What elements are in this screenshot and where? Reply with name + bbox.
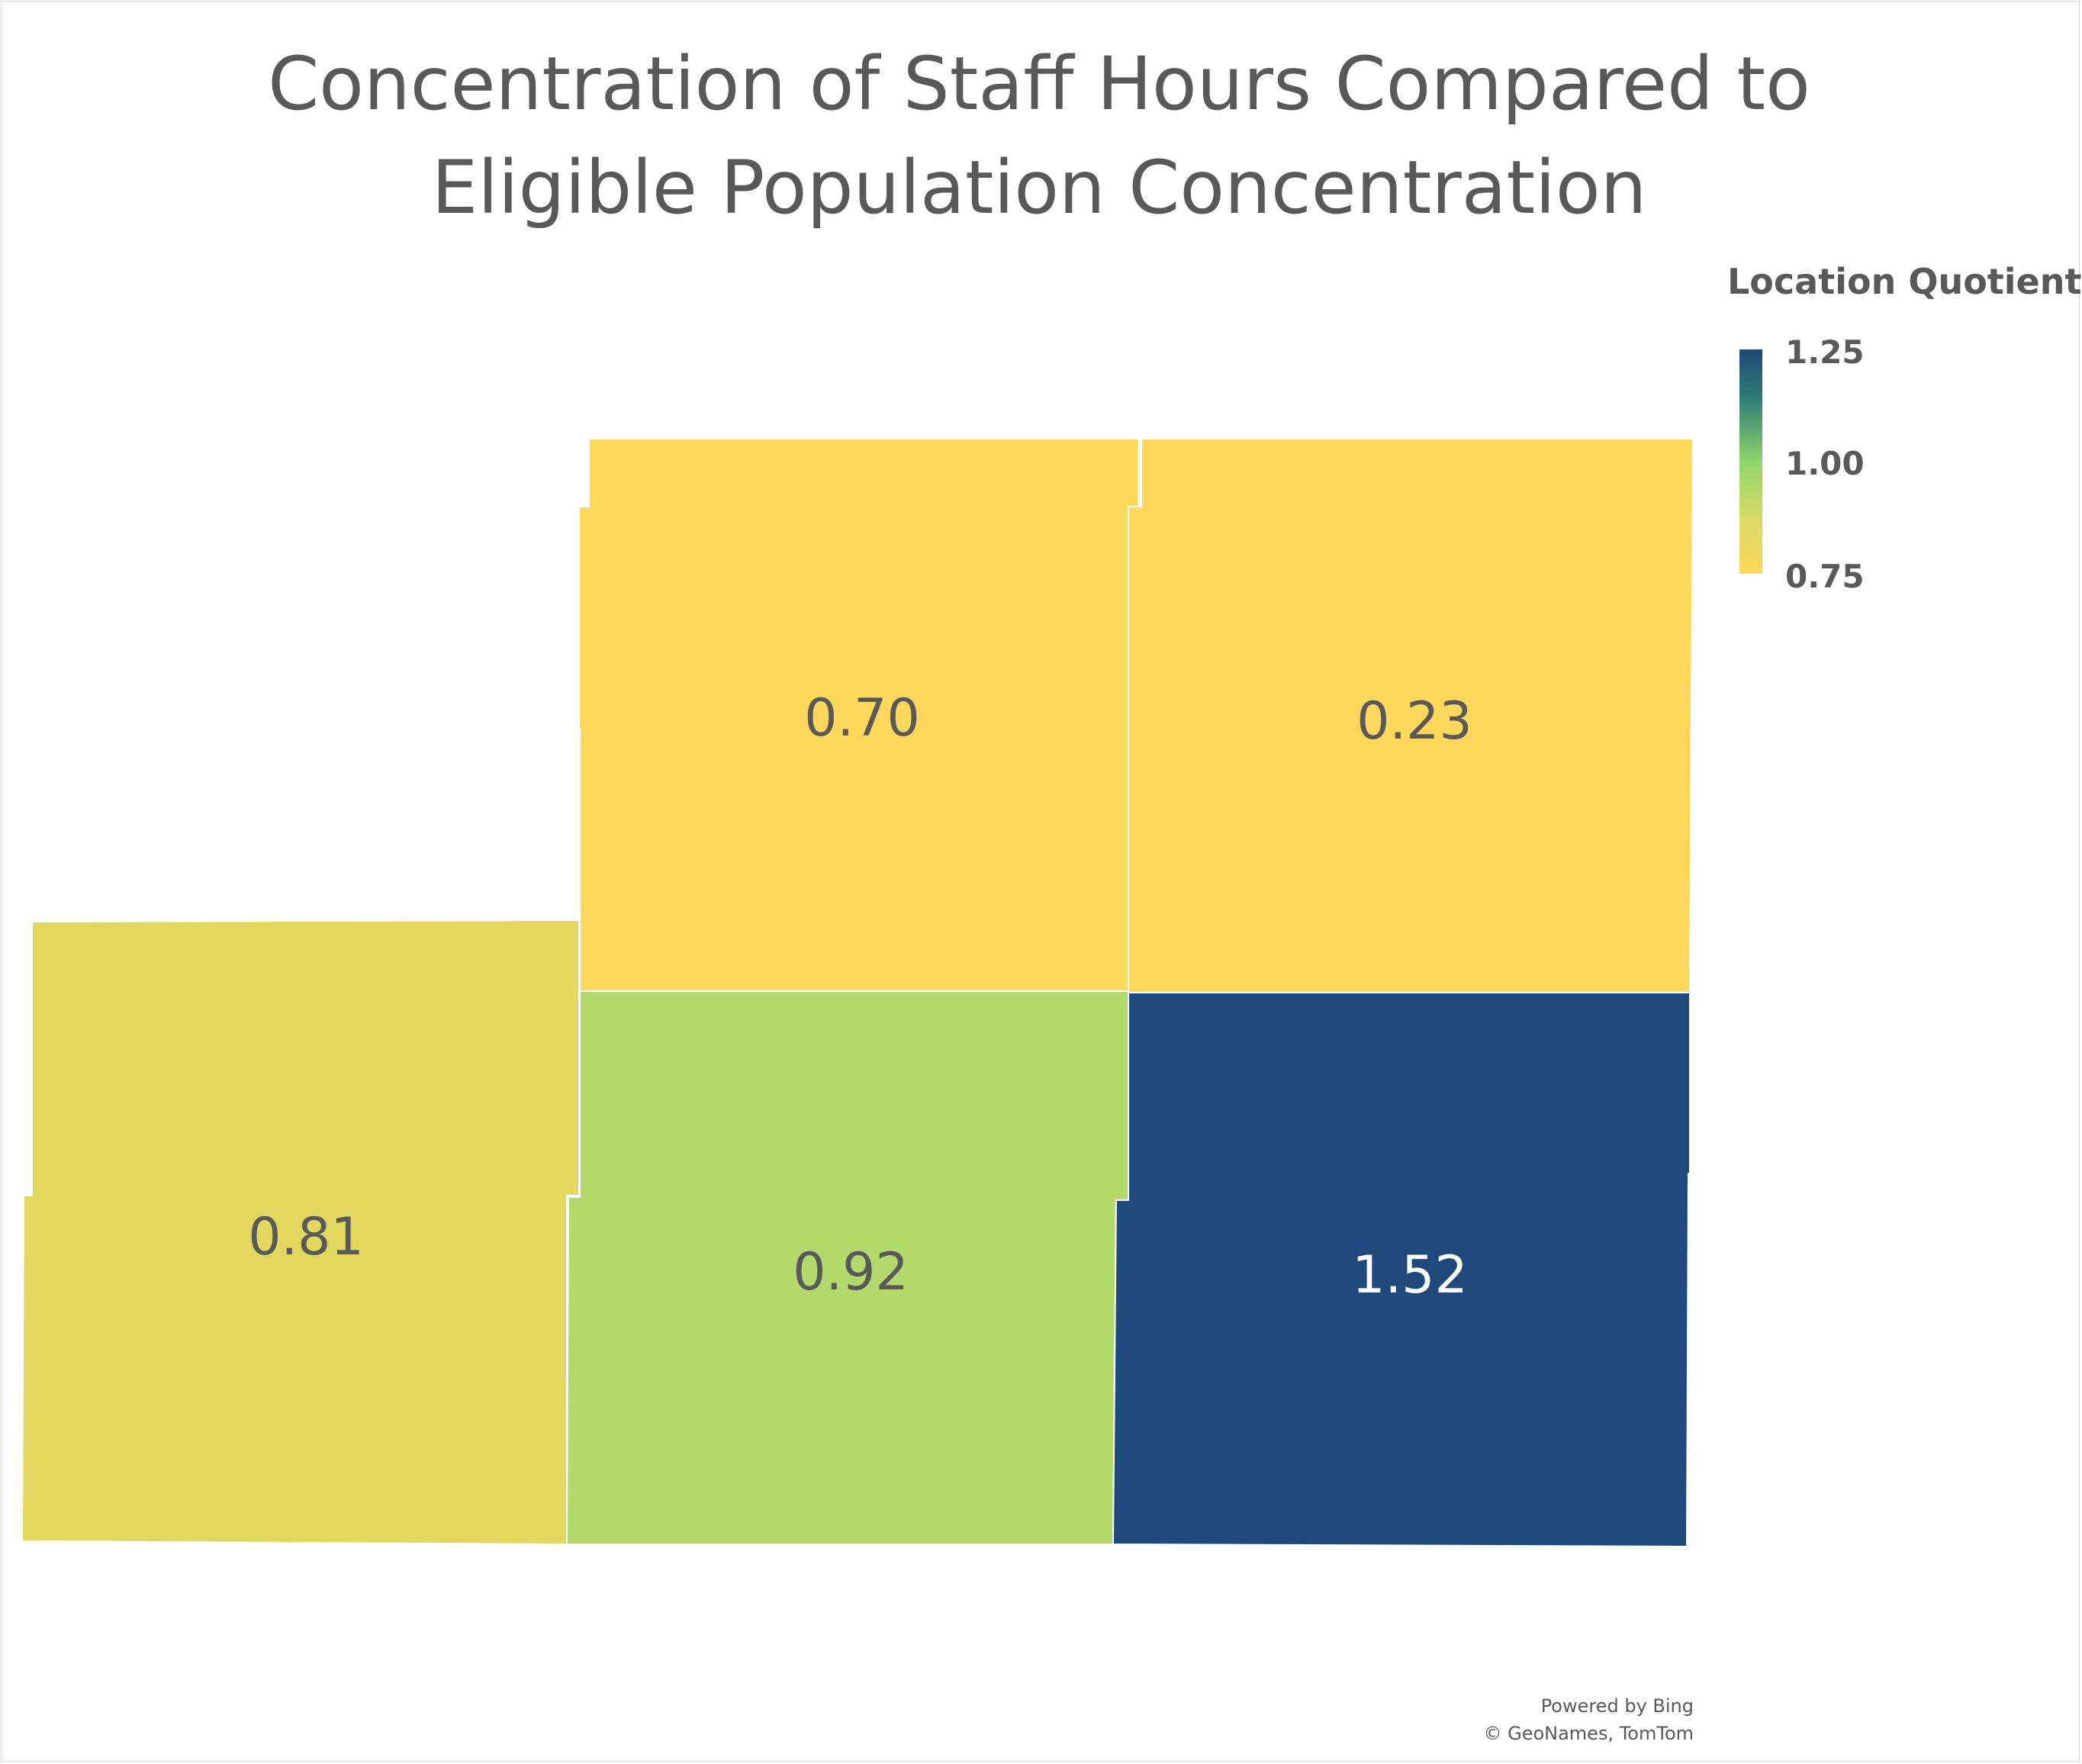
legend-tick-low: 0.75 (1785, 558, 1865, 595)
legend-tick-high: 1.25 (1785, 333, 1865, 371)
region-label-top-left-middle: 0.70 (804, 688, 919, 748)
attribution-powered-by: Powered by Bing (1540, 1695, 1694, 1717)
region-bottom-right[interactable] (1112, 992, 1691, 1548)
region-label-bottom-right: 1.52 (1352, 1245, 1467, 1305)
legend-title: Location Quotient (1727, 261, 2082, 302)
region-label-top-right: 0.23 (1356, 691, 1472, 752)
region-label-bottom-left: 0.81 (248, 1207, 363, 1267)
map-title: Concentration of Staff Hours Compared to… (268, 41, 1810, 230)
legend-gradient-bar (1739, 349, 1762, 574)
attribution-copyright: © GeoNames, TomTom (1483, 1723, 1694, 1744)
legend-tick-mid: 1.00 (1785, 445, 1865, 482)
region-label-bottom-middle: 0.92 (793, 1242, 908, 1302)
